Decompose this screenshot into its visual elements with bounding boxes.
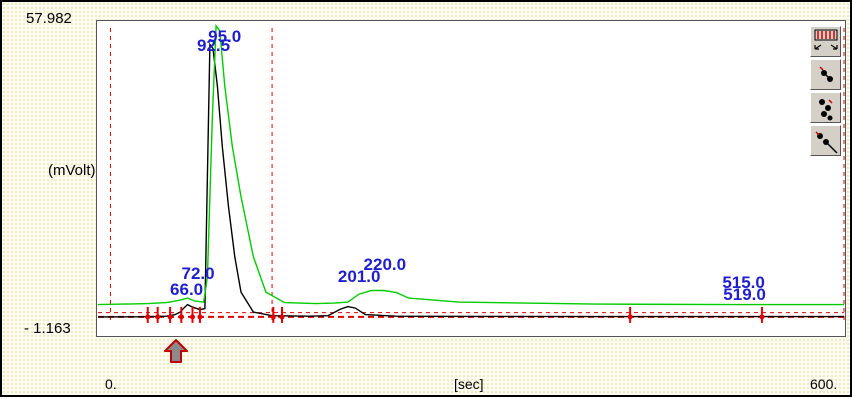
baseline-marker-dot-4 [189,314,195,320]
peak-label-3: 95.0 [208,27,241,46]
plot-area[interactable] [96,20,846,337]
series-line-0 [97,42,844,318]
baseline-marker-dot-6 [270,314,276,320]
x-axis-max-label: 600. [810,376,838,392]
peak-label-6: 515.0 [722,273,765,292]
single-node-button[interactable] [810,59,841,90]
series-line-1 [97,23,844,306]
peak-label-1: 72.0 [182,264,215,283]
chart-toolbar [810,26,842,158]
double-node-icon [819,99,833,121]
peak-label-4: 201.0 [338,267,381,286]
baseline-marker-dot-2 [167,314,173,320]
y-axis-unit-label: (mVolt) [48,162,96,179]
probe-tool-icon [815,131,838,154]
peak-label-7: 519.0 [723,285,766,304]
x-axis-min-label: 0. [105,376,117,392]
zoom-fit-button[interactable] [810,26,841,57]
peak-label-2: 92.5 [197,36,230,55]
y-axis-max-label: 57.982 [26,10,72,27]
single-node-icon [819,66,833,82]
baseline-marker-dot-0 [145,314,151,320]
x-axis-unit-label: [sec] [454,376,484,392]
baseline-marker-dot-7 [279,314,285,320]
injection-arrow-icon[interactable] [164,339,188,363]
baseline-marker-dot-1 [155,314,161,320]
double-node-button[interactable] [810,92,841,123]
peak-label-0: 66.0 [170,280,203,299]
baseline-marker-dot-5 [197,314,203,320]
probe-tool-button[interactable] [810,125,841,156]
zoom-fit-icon [814,29,838,50]
baseline-marker-dot-8 [627,314,633,320]
baseline-marker-dot-9 [759,314,765,320]
baseline-marker-dot-3 [178,314,184,320]
peak-label-5: 220.0 [364,255,407,274]
y-axis-min-label: - 1.163 [24,320,71,337]
